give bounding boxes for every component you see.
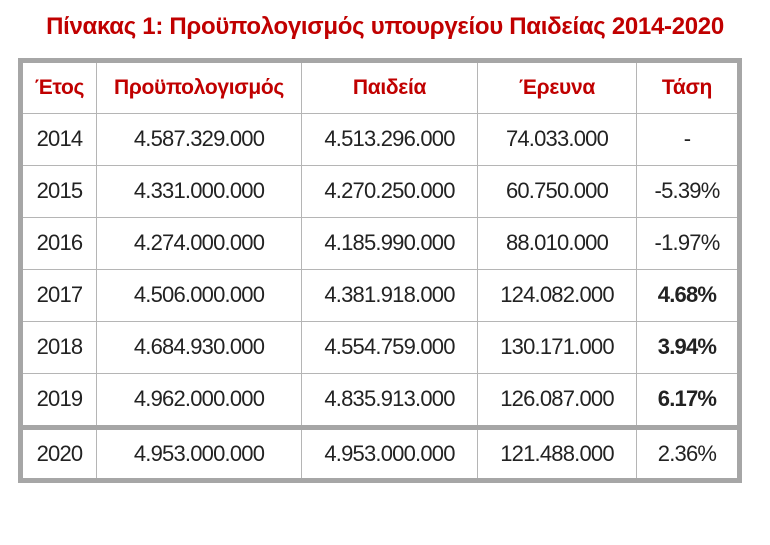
cell-research: 88.010.000 bbox=[477, 216, 637, 270]
cell-education: 4.513.296.000 bbox=[301, 112, 478, 166]
header-trend: Τάση bbox=[636, 59, 740, 114]
cell-year: 2019 bbox=[20, 372, 97, 428]
cell-budget: 4.587.329.000 bbox=[96, 112, 302, 166]
cell-education: 4.185.990.000 bbox=[301, 216, 478, 270]
cell-trend: -5.39% bbox=[636, 164, 740, 218]
cell-budget: 4.274.000.000 bbox=[96, 216, 302, 270]
cell-education: 4.270.250.000 bbox=[301, 164, 478, 218]
budget-table: Έτος Προϋπολογισμός Παιδεία Έρευνα Τάση … bbox=[18, 57, 742, 483]
cell-trend: - bbox=[636, 112, 740, 166]
cell-research: 121.488.000 bbox=[477, 424, 637, 481]
cell-research: 130.171.000 bbox=[477, 320, 637, 374]
table-title: Πίνακας 1: Προϋπολογισμός υπουργείου Παι… bbox=[46, 13, 724, 40]
table-row-2015: 2015 4.331.000.000 4.270.250.000 60.750.… bbox=[20, 164, 740, 218]
header-row: Έτος Προϋπολογισμός Παιδεία Έρευνα Τάση bbox=[20, 59, 740, 114]
cell-budget: 4.331.000.000 bbox=[96, 164, 302, 218]
cell-year: 2017 bbox=[20, 268, 97, 322]
cell-trend: 4.68% bbox=[636, 268, 740, 322]
cell-trend: -1.97% bbox=[636, 216, 740, 270]
cell-trend: 6.17% bbox=[636, 372, 740, 428]
cell-education: 4.835.913.000 bbox=[301, 372, 478, 428]
cell-education: 4.953.000.000 bbox=[301, 424, 478, 481]
cell-budget: 4.506.000.000 bbox=[96, 268, 302, 322]
table-row-2019: 2019 4.962.000.000 4.835.913.000 126.087… bbox=[20, 372, 740, 428]
cell-education: 4.554.759.000 bbox=[301, 320, 478, 374]
cell-research: 74.033.000 bbox=[477, 112, 637, 166]
cell-budget: 4.953.000.000 bbox=[96, 424, 302, 481]
cell-budget: 4.962.000.000 bbox=[96, 372, 302, 428]
cell-research: 60.750.000 bbox=[477, 164, 637, 218]
header-year: Έτος bbox=[20, 59, 97, 114]
cell-research: 126.087.000 bbox=[477, 372, 637, 428]
cell-year: 2020 bbox=[20, 424, 97, 481]
header-research: Έρευνα bbox=[477, 59, 637, 114]
cell-budget: 4.684.930.000 bbox=[96, 320, 302, 374]
table-row-2018: 2018 4.684.930.000 4.554.759.000 130.171… bbox=[20, 320, 740, 374]
cell-year: 2016 bbox=[20, 216, 97, 270]
header-budget: Προϋπολογισμός bbox=[96, 59, 302, 114]
cell-year: 2014 bbox=[20, 112, 97, 166]
cell-education: 4.381.918.000 bbox=[301, 268, 478, 322]
table-row-2017: 2017 4.506.000.000 4.381.918.000 124.082… bbox=[20, 268, 740, 322]
table-row-2020: 2020 4.953.000.000 4.953.000.000 121.488… bbox=[20, 424, 740, 481]
cell-trend: 2.36% bbox=[636, 424, 740, 481]
table-row-2014: 2014 4.587.329.000 4.513.296.000 74.033.… bbox=[20, 112, 740, 166]
cell-trend: 3.94% bbox=[636, 320, 740, 374]
header-education: Παιδεία bbox=[301, 59, 478, 114]
cell-year: 2018 bbox=[20, 320, 97, 374]
cell-research: 124.082.000 bbox=[477, 268, 637, 322]
cell-year: 2015 bbox=[20, 164, 97, 218]
table-row-2016: 2016 4.274.000.000 4.185.990.000 88.010.… bbox=[20, 216, 740, 270]
